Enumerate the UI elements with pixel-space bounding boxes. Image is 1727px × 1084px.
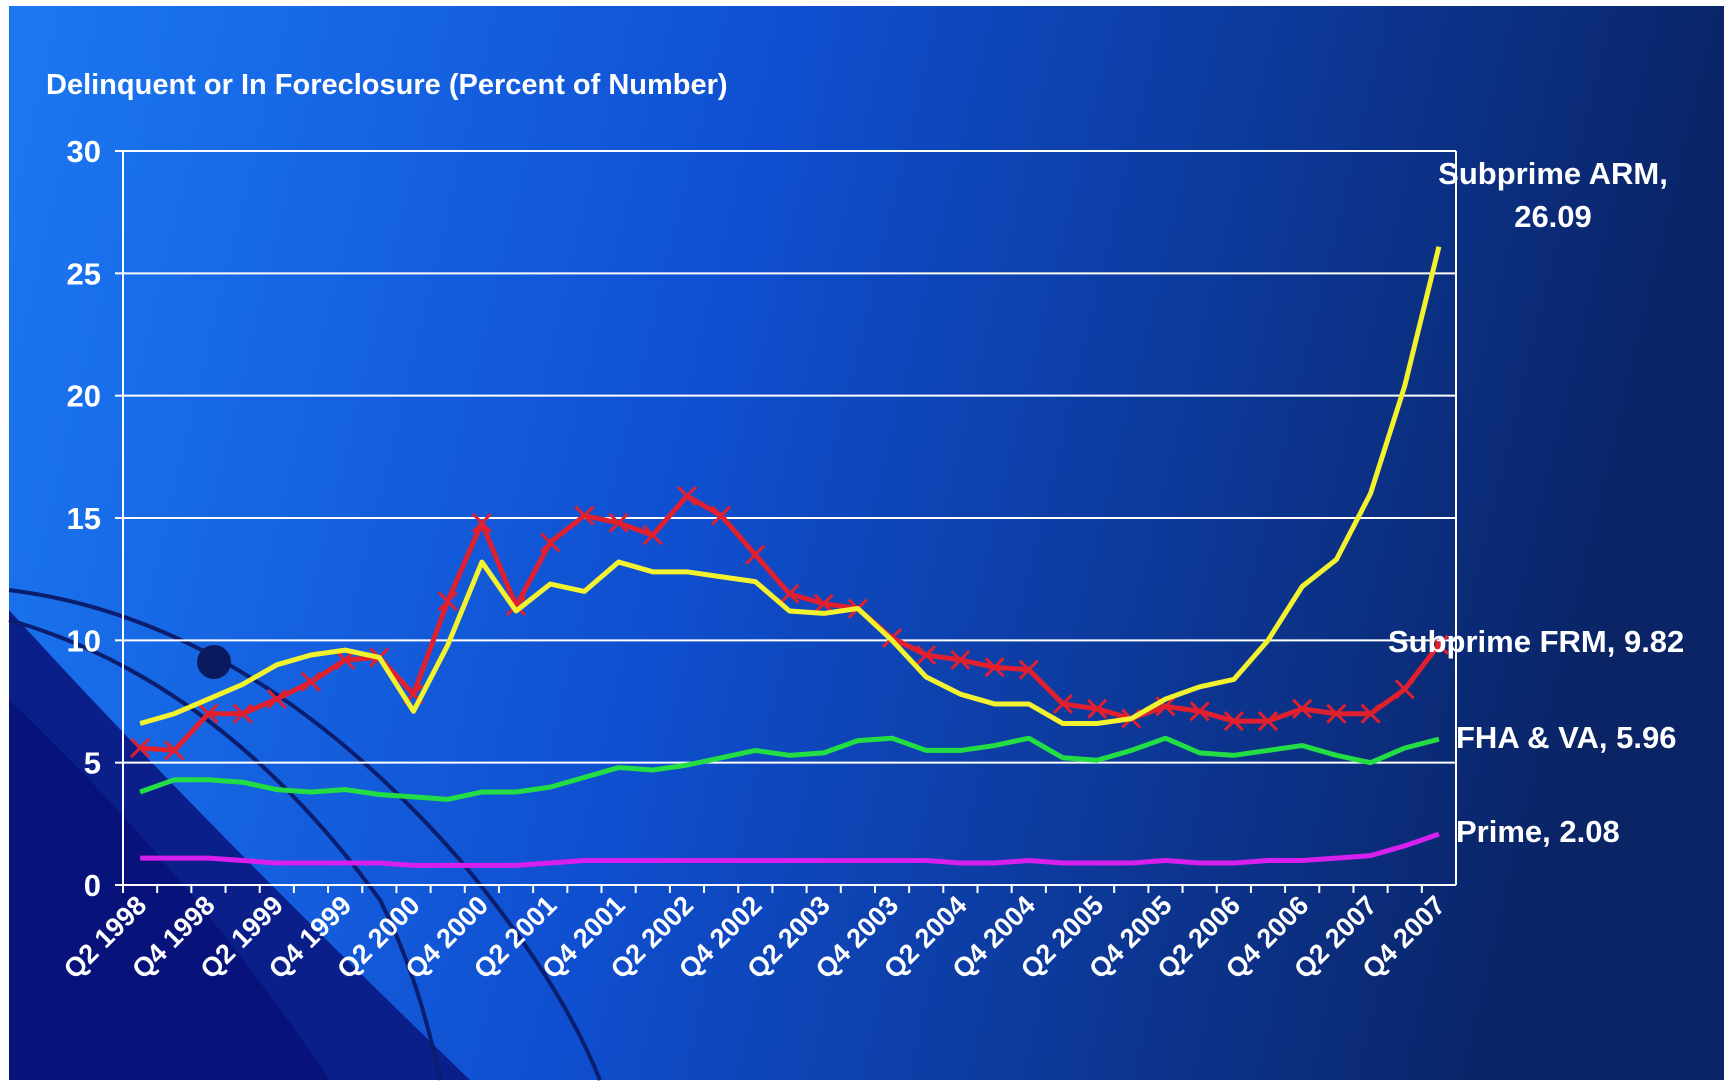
point-marker xyxy=(1087,698,1108,719)
point-marker xyxy=(437,591,458,612)
point-marker xyxy=(642,525,663,546)
point-marker xyxy=(745,544,766,565)
y-tick-label: 20 xyxy=(67,379,101,414)
point-marker xyxy=(711,505,732,526)
point-marker xyxy=(1018,659,1039,680)
point-marker xyxy=(232,703,253,724)
decoration xyxy=(8,618,442,1081)
series-label: Subprime ARM, xyxy=(1438,156,1668,191)
point-marker xyxy=(164,740,185,761)
decoration xyxy=(8,588,602,1081)
point-marker xyxy=(471,512,492,533)
point-marker xyxy=(1223,711,1244,732)
point-marker xyxy=(916,644,937,666)
point-marker xyxy=(1360,703,1381,724)
decoration xyxy=(197,645,231,679)
y-tick-label: 15 xyxy=(67,501,101,536)
y-tick-label: 25 xyxy=(67,256,101,291)
y-tick-label: 5 xyxy=(84,746,101,781)
point-marker xyxy=(574,505,595,526)
point-marker xyxy=(950,649,971,670)
series-label: FHA & VA, 5.96 xyxy=(1456,720,1677,755)
point-marker xyxy=(1257,711,1279,732)
series-line xyxy=(139,246,1442,727)
point-marker xyxy=(984,657,1005,678)
series-line xyxy=(139,735,1440,802)
point-marker xyxy=(1428,634,1449,655)
point-marker xyxy=(813,593,834,614)
point-marker xyxy=(198,703,219,724)
point-marker xyxy=(1326,703,1347,724)
point-marker xyxy=(266,688,287,710)
point-marker xyxy=(1052,693,1074,715)
point-marker xyxy=(540,532,561,553)
y-tick-label: 10 xyxy=(67,623,101,658)
series-label: Subprime FRM, 9.82 xyxy=(1388,624,1684,659)
background xyxy=(9,6,1724,1080)
point-marker xyxy=(1189,701,1210,722)
decoration xyxy=(9,700,330,1080)
chart-title: Delinquent or In Foreclosure (Percent of… xyxy=(46,69,728,101)
series-label: Prime, 2.08 xyxy=(1456,814,1620,849)
point-marker xyxy=(1292,698,1313,719)
point-marker xyxy=(300,671,322,692)
y-tick-label: 30 xyxy=(67,134,101,169)
point-marker xyxy=(676,485,698,507)
series-label: 26.09 xyxy=(1514,199,1592,234)
y-tick-label: 0 xyxy=(84,868,101,903)
series-line xyxy=(140,831,1440,868)
point-marker xyxy=(130,737,151,759)
point-marker xyxy=(1394,679,1415,700)
point-marker xyxy=(608,512,629,533)
point-marker xyxy=(779,583,800,604)
